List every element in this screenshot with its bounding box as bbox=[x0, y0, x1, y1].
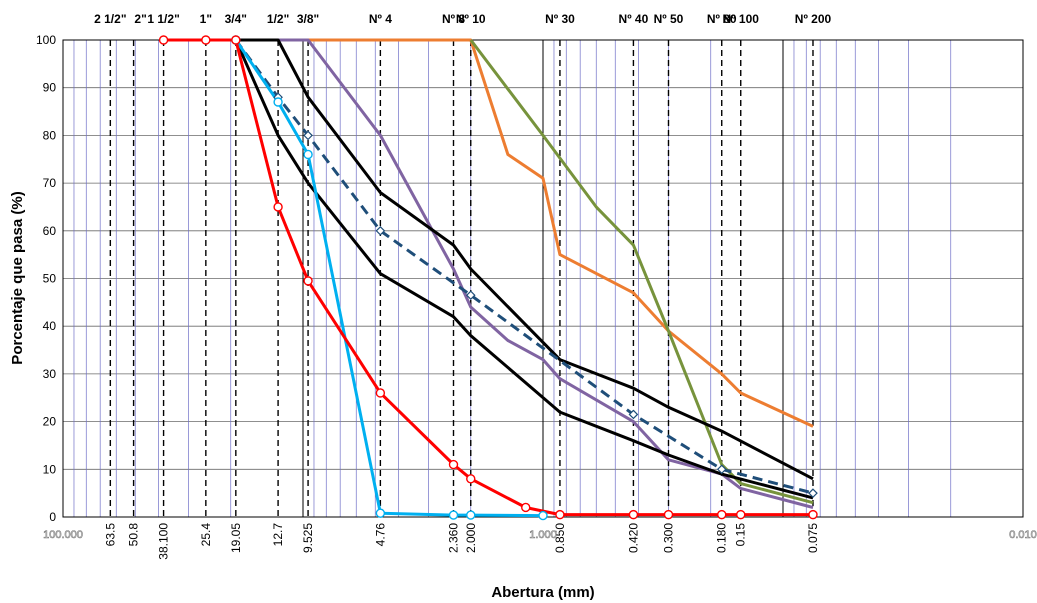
series-point-8 bbox=[448, 459, 459, 470]
y-tick-labels: 0 10 20 30 40 50 60 70 80 90 100 bbox=[36, 33, 56, 524]
x-tick-label: 2.360 bbox=[447, 523, 461, 553]
series-point-8 bbox=[808, 509, 818, 520]
series-point-6 bbox=[628, 409, 639, 420]
x-tick-label: 0.075 bbox=[806, 523, 820, 553]
sieve-name-label: Nº 40 bbox=[619, 12, 649, 26]
sieve-name-label: Nº 30 bbox=[545, 12, 575, 26]
x-tick-label: 0.180 bbox=[715, 523, 729, 553]
series-point-8 bbox=[717, 509, 727, 520]
series-point-8 bbox=[466, 474, 476, 484]
y-tick-label: 50 bbox=[43, 272, 57, 286]
series-point-6 bbox=[716, 464, 727, 475]
x-axis-title: Abertura (mm) bbox=[491, 584, 594, 601]
sieve-name-label: 1" bbox=[200, 12, 212, 26]
x-tick-label: 0.850 bbox=[553, 523, 567, 553]
series-line-2 bbox=[469, 39, 814, 505]
sieve-name-label: Nº 8 bbox=[442, 12, 465, 26]
x-edge-label: 0.010 bbox=[1009, 529, 1037, 541]
x-edge-labels: 100.000 1.000 0.010 bbox=[43, 529, 1037, 542]
series-point-8 bbox=[375, 388, 386, 398]
series-point-8 bbox=[303, 276, 313, 286]
sieve-name-label: 1 1/2" bbox=[147, 12, 179, 26]
x-edge-label: 1.000 bbox=[529, 529, 557, 541]
series-point-6 bbox=[375, 225, 386, 236]
x-tick-label: 4.76 bbox=[373, 523, 387, 547]
x-tick-label: 9.525 bbox=[301, 523, 315, 553]
y-tick-label: 0 bbox=[49, 510, 56, 524]
sieve-name-label: Nº 50 bbox=[654, 12, 684, 26]
series-point-7 bbox=[466, 510, 476, 520]
x-tick-label: 0.15 bbox=[734, 523, 748, 547]
series-point-8 bbox=[663, 509, 674, 520]
y-tick-label: 90 bbox=[43, 81, 57, 95]
y-tick-label: 60 bbox=[43, 224, 57, 238]
series-point-8 bbox=[273, 202, 283, 212]
y-tick-label: 100 bbox=[36, 33, 56, 47]
sieve-labels: 2 1/2" 2" 1 1/2" 1" 3/4" 1/2" 3/8" Nº 4 Nº 8Nº 1… bbox=[94, 12, 831, 26]
x-tick-label: 19.05 bbox=[229, 523, 243, 553]
y-tick-label: 70 bbox=[43, 176, 57, 190]
series-layer bbox=[158, 35, 818, 521]
series-point-8 bbox=[521, 502, 531, 513]
sieve-name-label: Nº 80 bbox=[707, 12, 737, 26]
x-tick-label: 38.100 bbox=[157, 523, 171, 560]
x-tick-label: 63.5 bbox=[103, 523, 117, 547]
sieve-name-label: Nº 200 bbox=[795, 12, 832, 26]
sieve-name-label: 2" bbox=[134, 12, 146, 26]
y-tick-label: 80 bbox=[43, 128, 57, 142]
series-point-7 bbox=[273, 97, 283, 107]
series-line-5 bbox=[234, 39, 814, 500]
series-point-8 bbox=[231, 35, 241, 45]
series-point-6 bbox=[465, 290, 476, 301]
sieve-name-label: 3/4" bbox=[225, 12, 247, 26]
series-point-8 bbox=[158, 35, 169, 45]
series-point-7 bbox=[303, 149, 313, 160]
x-tick-label: 2.000 bbox=[464, 523, 478, 553]
series-point-8 bbox=[736, 509, 746, 520]
sieve-name-label: 2 1/2" bbox=[94, 12, 126, 26]
y-tick-label: 30 bbox=[43, 367, 57, 381]
y-tick-label: 10 bbox=[43, 462, 57, 476]
sieve-name-label: Nº 100 bbox=[723, 12, 760, 26]
series-line-4 bbox=[235, 38, 814, 481]
y-tick-label: 20 bbox=[43, 415, 57, 429]
x-tick-label: 25.4 bbox=[199, 523, 213, 547]
sieve-name-label: 3/8" bbox=[297, 12, 319, 26]
sieve-name-label: Nº 10 bbox=[456, 12, 486, 26]
x-tick-label: 12.7 bbox=[271, 523, 285, 547]
series-point-6 bbox=[303, 130, 313, 141]
series-point-8 bbox=[201, 35, 211, 45]
x-tick-label: 0.420 bbox=[626, 523, 640, 553]
series-point-8 bbox=[628, 509, 639, 520]
x-edge-label: 100.000 bbox=[43, 529, 83, 541]
series-point-7 bbox=[448, 510, 459, 520]
series-point-8 bbox=[555, 509, 565, 520]
series-point-6 bbox=[808, 488, 818, 498]
series-point-7 bbox=[375, 508, 386, 518]
series-line-6 bbox=[234, 39, 814, 495]
x-tick-labels: 63.5 50.8 38.100 25.4 19.05 12.7 9.525 4.76 2.36… bbox=[103, 523, 820, 560]
x-tick-label: 50.8 bbox=[127, 523, 141, 547]
sieve-name-label: Nº 4 bbox=[369, 12, 392, 26]
sieve-name-label: 1/2" bbox=[267, 12, 289, 26]
x-tick-label: 0.300 bbox=[661, 523, 675, 553]
y-axis-title: Porcentaje que pasa (%) bbox=[9, 191, 26, 364]
y-tick-label: 40 bbox=[43, 319, 57, 333]
series-point-7 bbox=[538, 510, 548, 521]
